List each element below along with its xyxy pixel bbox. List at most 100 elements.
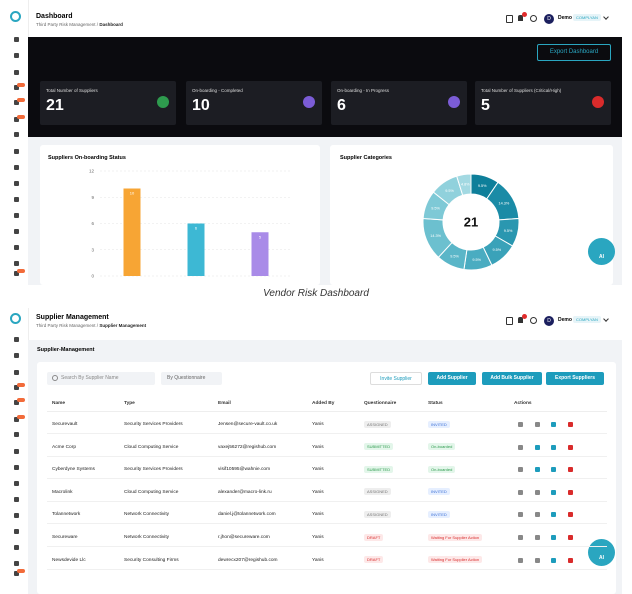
edit-icon[interactable] [551,489,556,495]
mail-icon[interactable] [518,489,523,495]
delete-icon[interactable] [568,535,573,540]
column-header[interactable]: Name [52,401,66,406]
nav-icon[interactable] [14,53,19,58]
nav-icon[interactable] [14,481,19,486]
bell-icon[interactable] [518,317,523,323]
avatar[interactable]: D [544,14,554,24]
nav-icon[interactable] [14,417,19,422]
nav-icon[interactable] [14,165,19,170]
nav-icon[interactable] [14,132,19,137]
nav-icon[interactable] [14,571,19,576]
edit-icon[interactable] [551,557,556,563]
nav-icon[interactable] [14,100,19,105]
nav-icon[interactable] [14,497,19,502]
action-button[interactable]: Invite Supplier [370,372,422,385]
action-button[interactable]: Add Bulk Supplier [482,372,542,385]
ai-button[interactable]: AI [588,539,615,566]
nav-icon[interactable] [14,181,19,186]
mail-icon[interactable] [518,512,523,518]
nav-icon[interactable] [14,561,19,566]
nav-icon[interactable] [14,213,19,218]
nav-icon[interactable] [14,353,19,358]
supplier-name[interactable]: Newsdevide Llc [52,557,86,563]
column-header[interactable]: Questionnaire [364,401,397,406]
delete-icon[interactable] [568,444,573,450]
nav-icon[interactable] [14,149,19,154]
column-header[interactable]: Type [124,401,135,406]
export-button[interactable]: Export Dashboard [537,44,611,61]
supplier-name[interactable]: Securevault [52,422,78,427]
logo[interactable] [10,11,21,22]
nav-icon[interactable] [14,229,19,234]
search-input[interactable]: Search By Supplier Name [47,372,155,385]
edit-icon[interactable] [551,512,556,518]
filter-select[interactable]: By Questionnaire [161,372,222,385]
org-tag[interactable]: COMPLYAN [573,316,601,323]
nav-icon[interactable] [14,529,19,534]
view-icon[interactable] [535,489,540,495]
supplier-name[interactable]: Acme Corp [52,444,76,450]
ai-button[interactable]: AI [588,238,615,265]
nav-icon[interactable] [14,117,19,122]
view-icon[interactable] [535,512,540,518]
crumb[interactable]: Third Party Risk Management [36,22,96,27]
calendar-icon[interactable] [506,15,513,23]
mail-icon[interactable] [518,467,523,473]
nav-icon[interactable] [14,432,19,437]
nav-icon[interactable] [14,545,19,550]
nav-icon[interactable] [14,245,19,250]
action-button[interactable]: Export Suppliers [546,372,604,385]
nav-icon[interactable] [14,400,19,405]
nav-icon[interactable] [14,337,19,342]
mail-icon[interactable] [518,422,523,427]
mail-icon[interactable] [518,535,523,540]
bell-icon[interactable] [518,15,523,21]
action-button[interactable]: Add Supplier [428,372,476,385]
nav-icon[interactable] [14,449,19,454]
nav-icon[interactable] [14,370,19,375]
user-name[interactable]: Demo [558,317,572,323]
delete-icon[interactable] [568,489,573,495]
supplier-name[interactable]: Macrolink [52,489,73,495]
delete-icon[interactable] [568,557,573,563]
supplier-name[interactable]: Tolannetwork [52,512,81,518]
column-header[interactable]: Added By [312,401,335,406]
edit-icon[interactable] [551,422,556,427]
org-tag[interactable]: COMPLYAN [573,14,601,21]
dropdown-caret[interactable] [603,316,609,322]
edit-icon[interactable] [551,535,556,540]
edit-icon[interactable] [551,444,556,450]
refresh-icon[interactable] [530,317,537,324]
nav-icon[interactable] [14,37,19,42]
delete-icon[interactable] [568,467,573,473]
nav-icon[interactable] [14,385,19,390]
nav-icon[interactable] [14,197,19,202]
supplier-name[interactable]: Cyberdyne Systems [52,467,95,473]
refresh-icon[interactable] [530,15,537,22]
supplier-name[interactable]: Secureware [52,535,78,540]
nav-icon[interactable] [14,465,19,470]
user-name[interactable]: Demo [558,15,572,21]
nav-icon[interactable] [14,513,19,518]
crumb[interactable]: Third Party Risk Management [36,323,96,328]
logo[interactable] [10,313,21,324]
view-icon[interactable] [535,444,540,450]
mail-icon[interactable] [518,557,523,563]
calendar-icon[interactable] [506,317,513,325]
view-icon[interactable] [535,422,540,427]
nav-icon[interactable] [14,70,19,75]
delete-icon[interactable] [568,422,573,427]
nav-icon[interactable] [14,261,19,266]
nav-icon[interactable] [14,271,19,276]
column-header[interactable]: Status [428,401,443,406]
column-header[interactable]: Email [218,401,231,406]
view-icon[interactable] [535,467,540,473]
edit-icon[interactable] [551,467,556,473]
delete-icon[interactable] [568,512,573,518]
view-icon[interactable] [535,557,540,563]
nav-icon[interactable] [14,85,19,90]
view-icon[interactable] [535,535,540,540]
avatar[interactable]: D [544,316,554,326]
mail-icon[interactable] [518,444,523,450]
stat-label: On-boarding - In Progress [337,88,390,93]
